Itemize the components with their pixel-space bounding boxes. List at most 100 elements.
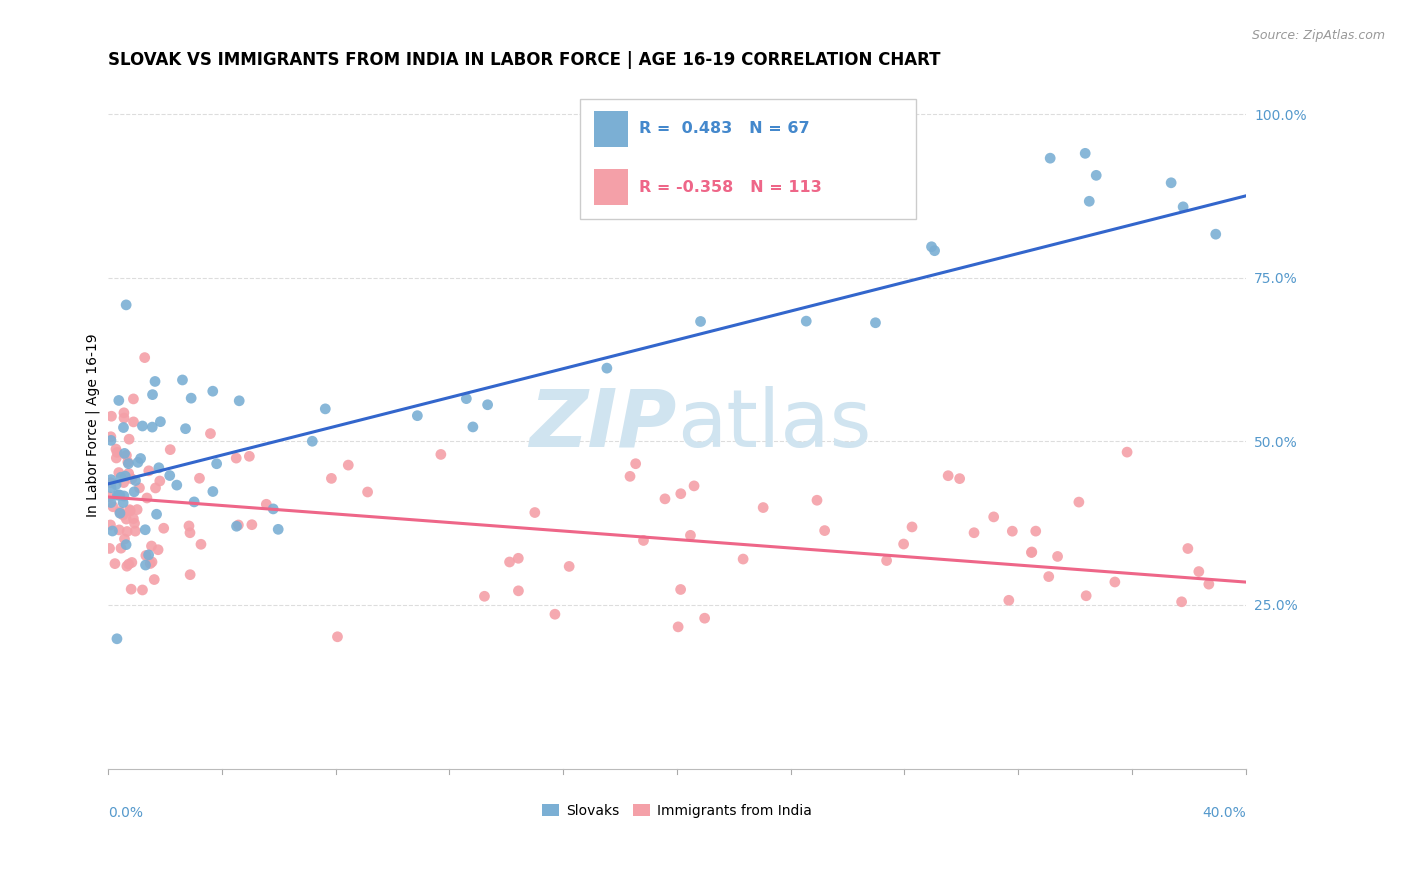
Point: [314, 401, 336, 416]
Point: [596, 361, 619, 376]
Point: [129, 451, 152, 466]
Point: [949, 472, 972, 486]
Point: [456, 392, 478, 406]
Point: [654, 491, 676, 506]
Point: [190, 537, 212, 551]
Text: atlas: atlas: [676, 386, 872, 464]
Point: [121, 556, 143, 570]
Point: [679, 528, 702, 542]
Point: [98, 490, 121, 504]
Text: 0.0%: 0.0%: [108, 806, 143, 821]
Point: [120, 582, 142, 597]
Point: [100, 517, 122, 532]
Point: [983, 509, 1005, 524]
Point: [115, 298, 138, 312]
Point: [115, 559, 138, 574]
Point: [135, 549, 157, 563]
Point: [921, 240, 943, 254]
Point: [901, 520, 924, 534]
Point: [752, 500, 775, 515]
Point: [225, 451, 247, 466]
Point: [166, 478, 188, 492]
Point: [118, 467, 141, 481]
Point: [110, 470, 132, 484]
Point: [238, 450, 260, 464]
Point: [143, 375, 166, 389]
Point: [107, 488, 129, 502]
Point: [794, 314, 817, 328]
Point: [100, 473, 122, 487]
Point: [112, 495, 135, 509]
Point: [733, 552, 755, 566]
Point: [1160, 176, 1182, 190]
Point: [128, 481, 150, 495]
Point: [131, 582, 153, 597]
Point: [683, 479, 706, 493]
Point: [134, 351, 156, 365]
Legend: Slovaks, Immigrants from India: Slovaks, Immigrants from India: [537, 798, 817, 823]
Point: [1171, 200, 1194, 214]
Point: [110, 541, 132, 556]
Point: [117, 457, 139, 471]
Point: [508, 583, 530, 598]
Bar: [593, 111, 628, 146]
Point: [1205, 227, 1227, 242]
Point: [225, 519, 247, 533]
Point: [174, 422, 197, 436]
Point: [693, 611, 716, 625]
Point: [112, 406, 135, 420]
Point: [115, 524, 138, 539]
Point: [893, 537, 915, 551]
Point: [1038, 569, 1060, 583]
Point: [201, 384, 224, 399]
Point: [624, 457, 647, 471]
Point: [105, 477, 128, 491]
Point: [1067, 495, 1090, 509]
Point: [124, 524, 146, 538]
Point: [145, 481, 167, 495]
Point: [461, 420, 484, 434]
Point: [127, 455, 149, 469]
Point: [145, 508, 167, 522]
Text: SLOVAK VS IMMIGRANTS FROM INDIA IN LABOR FORCE | AGE 16-19 CORRELATION CHART: SLOVAK VS IMMIGRANTS FROM INDIA IN LABOR…: [108, 51, 941, 69]
Point: [141, 387, 163, 401]
Point: [118, 502, 141, 516]
Point: [141, 555, 163, 569]
Point: [122, 415, 145, 429]
Point: [138, 464, 160, 478]
Bar: [593, 169, 628, 205]
Point: [141, 539, 163, 553]
Point: [114, 469, 136, 483]
Point: [179, 567, 201, 582]
Text: R = -0.358   N = 113: R = -0.358 N = 113: [640, 179, 823, 194]
Point: [1177, 541, 1199, 556]
Point: [430, 447, 453, 461]
Point: [1074, 146, 1097, 161]
Point: [558, 559, 581, 574]
Point: [112, 475, 135, 490]
Point: [105, 632, 128, 646]
Point: [105, 450, 128, 465]
Point: [1025, 524, 1047, 538]
Point: [159, 468, 181, 483]
Point: [183, 495, 205, 509]
Point: [159, 442, 181, 457]
Point: [108, 393, 131, 408]
Point: [998, 593, 1021, 607]
Point: [301, 434, 323, 449]
Point: [104, 557, 127, 571]
Point: [136, 491, 159, 505]
Point: [121, 472, 143, 486]
Point: [100, 434, 122, 448]
Point: [477, 398, 499, 412]
Point: [523, 506, 546, 520]
Point: [131, 419, 153, 434]
Point: [149, 415, 172, 429]
Text: ZIP: ZIP: [530, 386, 676, 464]
Text: 40.0%: 40.0%: [1202, 806, 1246, 821]
Point: [120, 504, 142, 518]
Point: [108, 488, 131, 502]
Point: [1046, 549, 1069, 564]
Point: [122, 484, 145, 499]
Point: [107, 466, 129, 480]
